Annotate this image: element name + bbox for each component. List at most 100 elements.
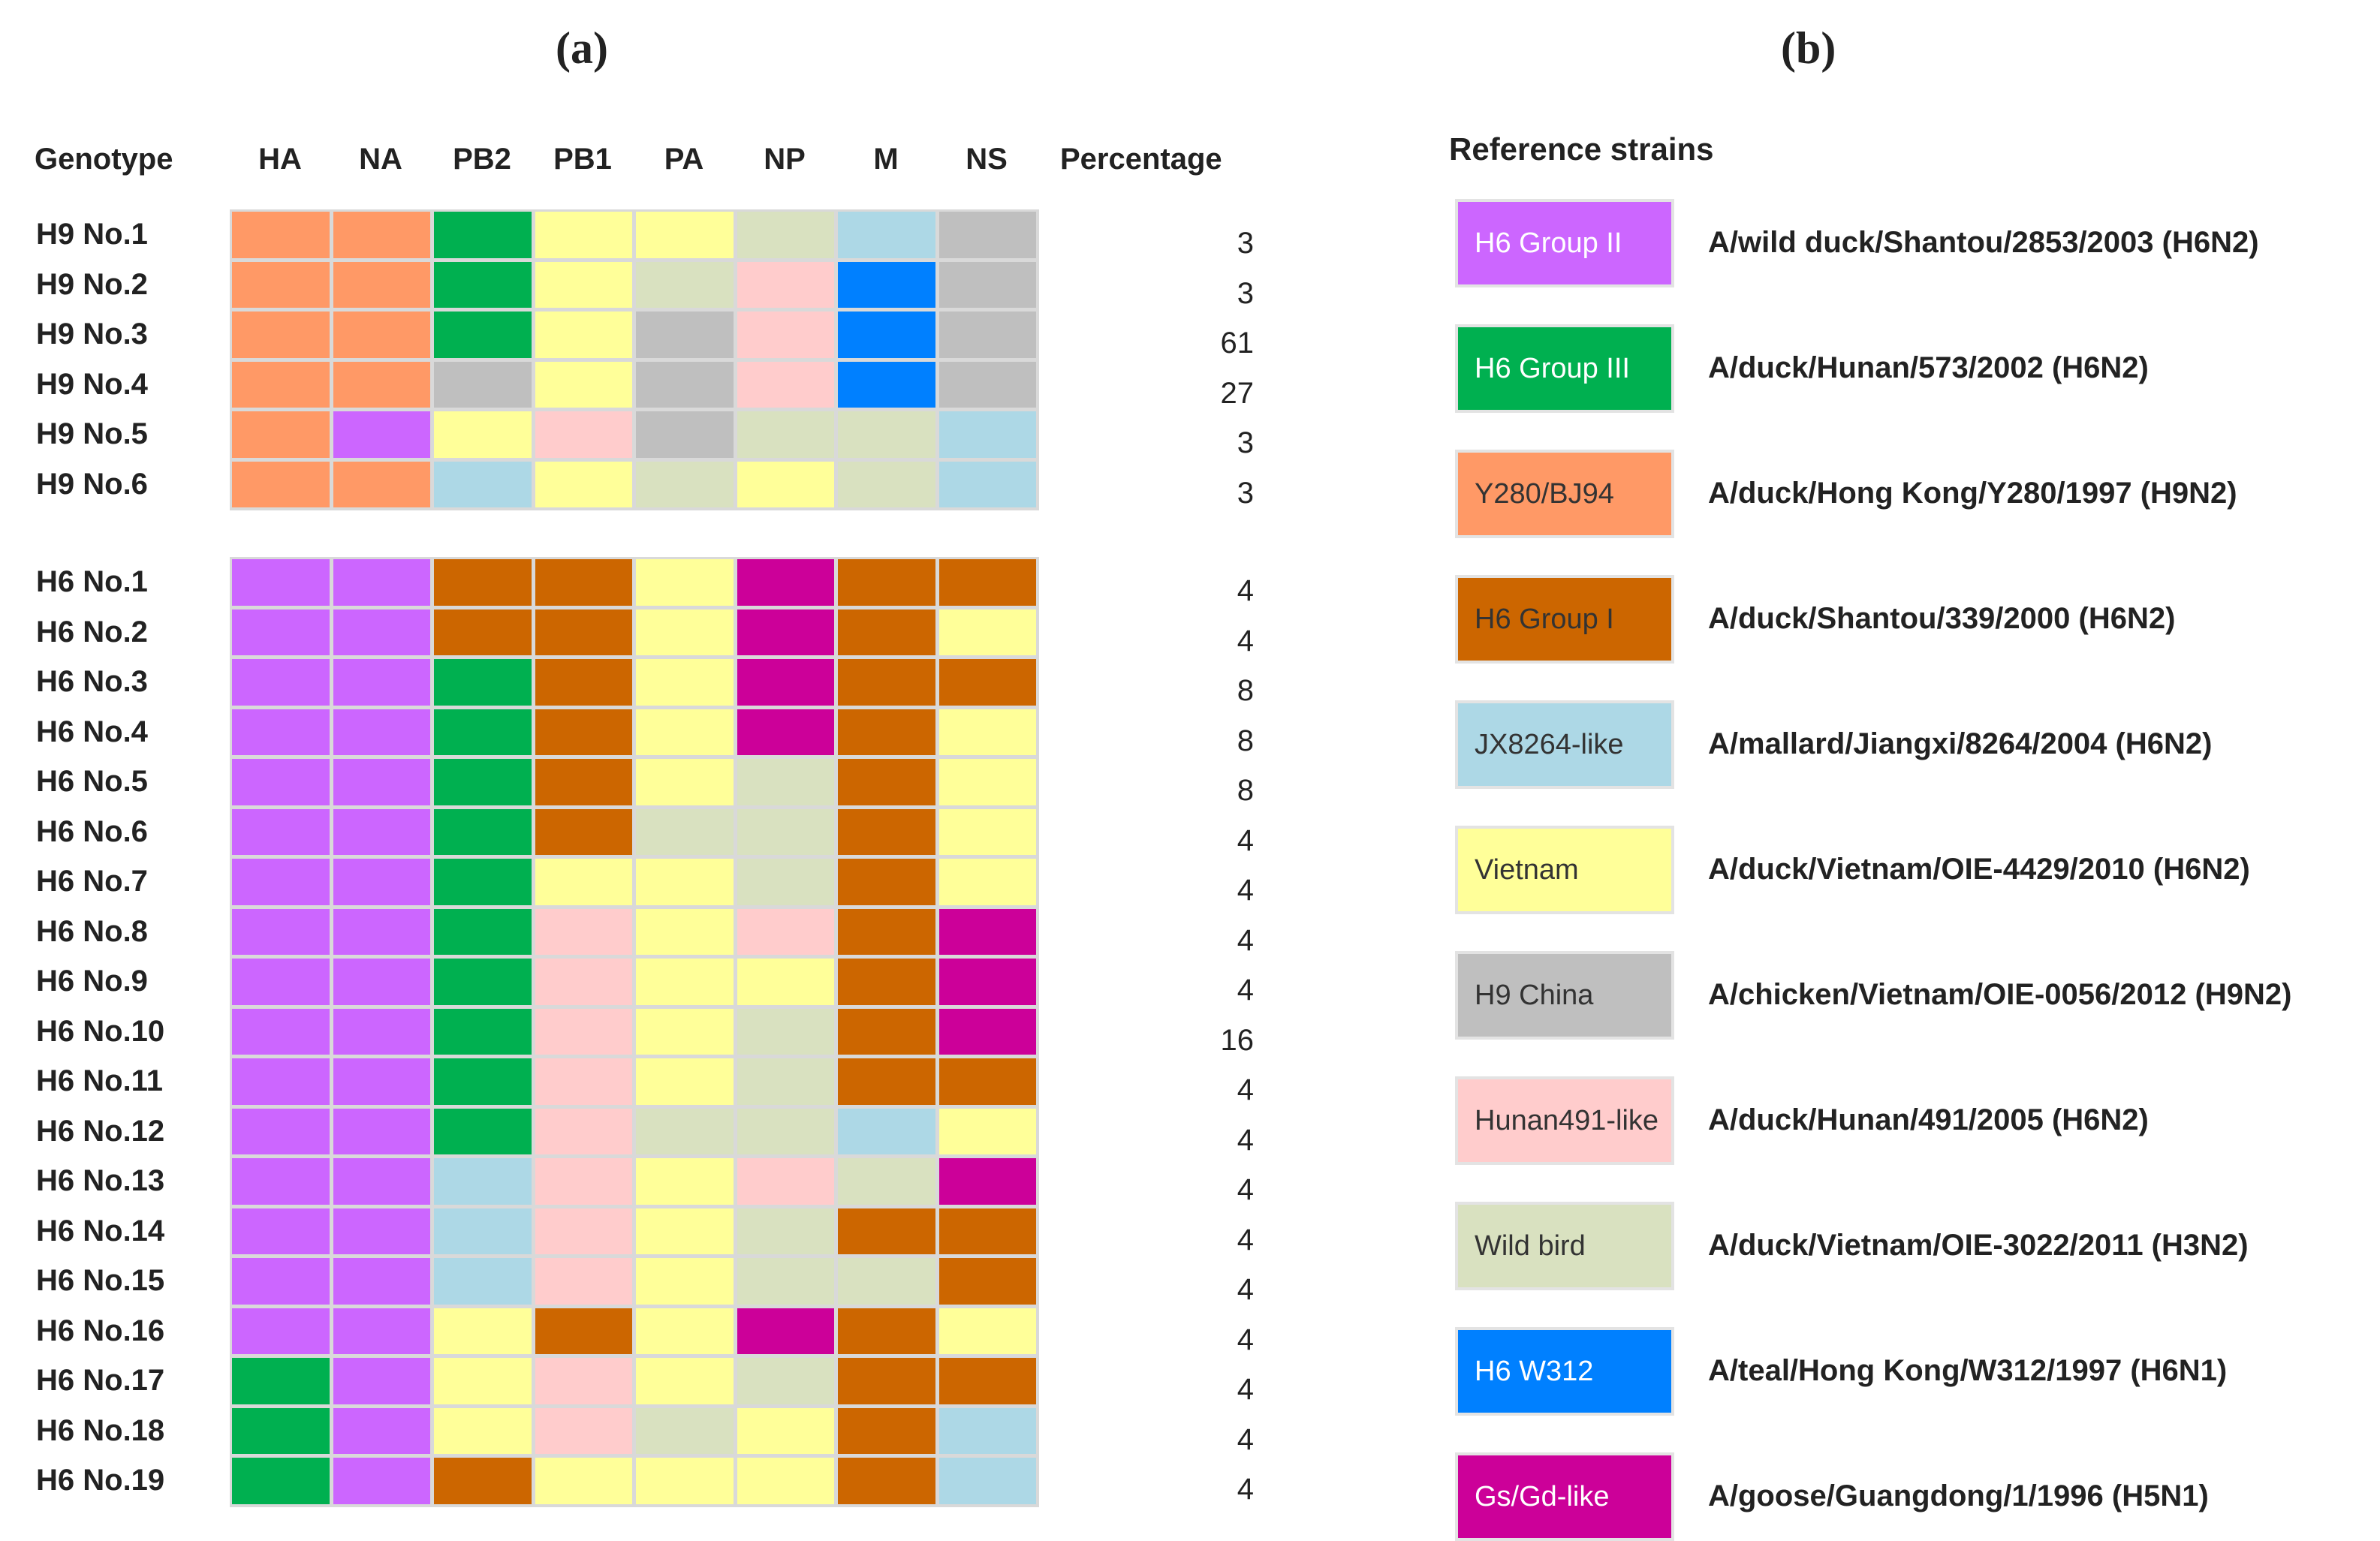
percentage-value: 4: [1237, 874, 1254, 907]
percentage-value: 61: [1220, 327, 1255, 360]
cell-na: [330, 459, 432, 510]
cell-pb1: [532, 259, 634, 310]
cell-ns: [936, 1455, 1038, 1506]
legend-reference-strain: A/wild duck/Shantou/2853/2003 (H6N2): [1708, 226, 2259, 259]
cell-pa: [634, 209, 736, 260]
genotype-label: H9 No.6: [36, 467, 148, 501]
percentage-value: 4: [1237, 1373, 1254, 1406]
cell-ha: [230, 606, 332, 658]
cell-m: [836, 1305, 938, 1356]
cell-m: [836, 1205, 938, 1257]
cell-pb2: [432, 1356, 534, 1407]
genotype-label: H6 No.7: [36, 865, 148, 898]
cell-np: [734, 209, 836, 260]
legend-swatch: H9 China: [1455, 951, 1674, 1040]
cell-pb1: [532, 1356, 634, 1407]
cell-ns: [936, 657, 1038, 708]
cell-pa: [634, 1106, 736, 1157]
cell-pb1: [532, 459, 634, 510]
cell-ha: [230, 806, 332, 857]
genotype-label: H6 No.5: [36, 765, 148, 798]
cell-na: [330, 1156, 432, 1207]
cell-np: [734, 309, 836, 360]
cell-pb2: [432, 359, 534, 410]
genotype-label: H6 No.12: [36, 1114, 165, 1148]
legend-reference-strain: A/duck/Hunan/573/2002 (H6N2): [1708, 351, 2149, 384]
cell-ns: [936, 706, 1038, 757]
cell-ha: [230, 1056, 332, 1107]
cell-pb1: [532, 1305, 634, 1356]
cell-pb2: [432, 657, 534, 708]
cell-na: [330, 259, 432, 310]
cell-na: [330, 1305, 432, 1356]
cell-np: [734, 1256, 836, 1307]
cell-ns: [936, 856, 1038, 907]
cell-pb2: [432, 1056, 534, 1107]
genotype-label: H9 No.3: [36, 318, 148, 351]
cell-ha: [230, 1205, 332, 1257]
cell-pb2: [432, 409, 534, 460]
percentage-value: 4: [1237, 624, 1254, 658]
cell-pb2: [432, 606, 534, 658]
column-header-ha: HA: [258, 143, 302, 176]
cell-pa: [634, 557, 736, 608]
column-header-pb1: PB1: [553, 143, 612, 176]
cell-pb2: [432, 309, 534, 360]
legend-swatch: Gs/Gd-like: [1455, 1452, 1674, 1541]
percentage-value: 16: [1220, 1023, 1255, 1057]
cell-pb1: [532, 1205, 634, 1257]
legend-reference-strain: A/chicken/Vietnam/OIE-0056/2012 (H9N2): [1708, 978, 2292, 1011]
cell-ns: [936, 956, 1038, 1007]
percentage-value: 4: [1237, 1422, 1254, 1456]
genotype-label: H6 No.1: [36, 565, 148, 598]
cell-ha: [230, 1455, 332, 1506]
cell-m: [836, 1056, 938, 1107]
cell-pa: [634, 1006, 736, 1057]
cell-pb2: [432, 1156, 534, 1207]
cell-np: [734, 657, 836, 708]
cell-ns: [936, 1305, 1038, 1356]
cell-ns: [936, 806, 1038, 857]
genotype-label: H6 No.8: [36, 914, 148, 948]
cell-ns: [936, 359, 1038, 410]
genotype-label: H6 No.2: [36, 615, 148, 649]
cell-na: [330, 1106, 432, 1157]
genotype-label: H6 No.19: [36, 1464, 165, 1497]
cell-ns: [936, 1156, 1038, 1207]
cell-ha: [230, 1256, 332, 1307]
cell-ns: [936, 409, 1038, 460]
percentage-value: 3: [1237, 426, 1254, 459]
column-header-np: NP: [764, 143, 806, 176]
cell-pb1: [532, 1256, 634, 1307]
genotype-label: H6 No.13: [36, 1164, 165, 1197]
cell-ns: [936, 1256, 1038, 1307]
cell-m: [836, 459, 938, 510]
legend-swatch: H6 Group III: [1455, 324, 1674, 413]
cell-ha: [230, 359, 332, 410]
cell-pb2: [432, 209, 534, 260]
legend-swatch: H6 Group I: [1455, 575, 1674, 664]
cell-pa: [634, 1455, 736, 1506]
cell-ha: [230, 1156, 332, 1207]
percentage-value: 3: [1237, 276, 1254, 310]
cell-na: [330, 906, 432, 957]
cell-na: [330, 557, 432, 608]
cell-ha: [230, 906, 332, 957]
cell-np: [734, 1405, 836, 1456]
cell-pb1: [532, 209, 634, 260]
percentage-value: 4: [1237, 1173, 1254, 1206]
legend-reference-strain: A/teal/Hong Kong/W312/1997 (H6N1): [1708, 1354, 2228, 1387]
cell-pb2: [432, 856, 534, 907]
legend-reference-strain: A/mallard/Jiangxi/8264/2004 (H6N2): [1708, 727, 2213, 760]
percentage-value: 4: [1237, 1123, 1254, 1157]
cell-na: [330, 1006, 432, 1057]
cell-ns: [936, 1006, 1038, 1057]
cell-ha: [230, 956, 332, 1007]
cell-pb1: [532, 409, 634, 460]
cell-ns: [936, 1405, 1038, 1456]
cell-m: [836, 1256, 938, 1307]
cell-ns: [936, 606, 1038, 658]
cell-pb2: [432, 806, 534, 857]
cell-np: [734, 1006, 836, 1057]
cell-na: [330, 1405, 432, 1456]
